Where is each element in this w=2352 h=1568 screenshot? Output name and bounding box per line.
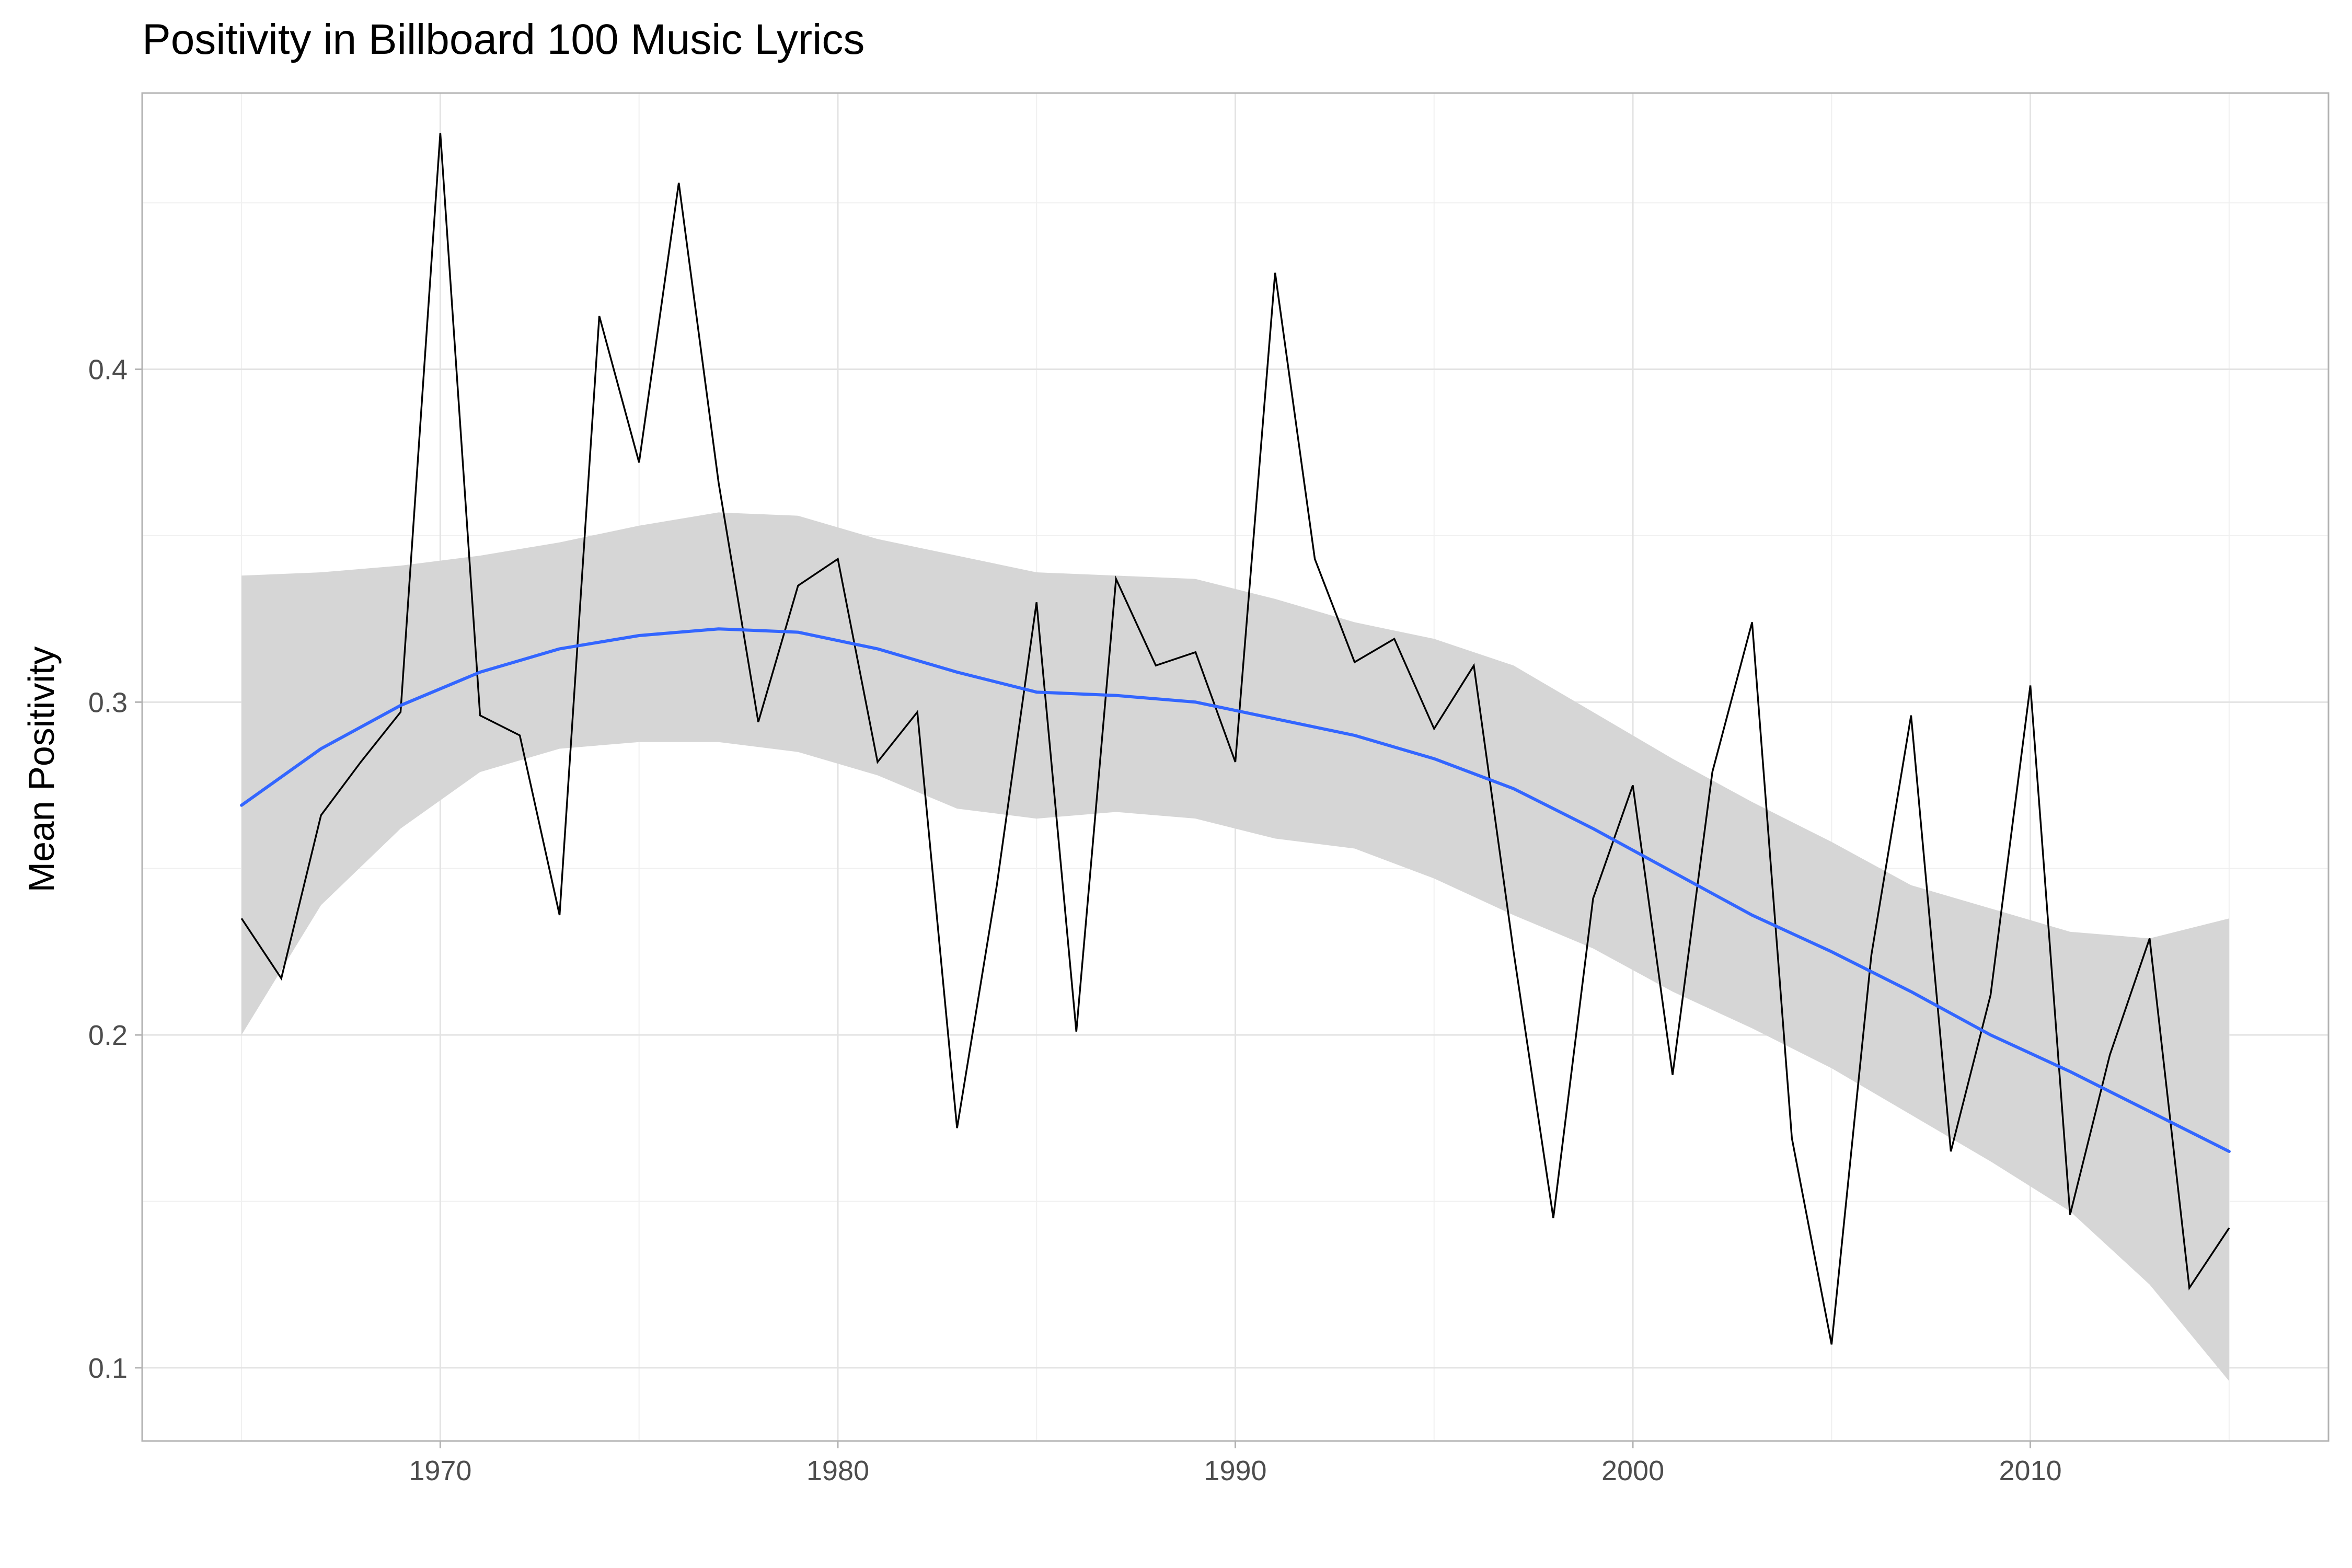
- y-tick-label: 0.3: [88, 687, 128, 718]
- x-tick-label: 1970: [409, 1455, 471, 1486]
- y-tick-label: 0.1: [88, 1353, 128, 1384]
- y-axis-label: Mean Positivity: [21, 647, 62, 893]
- chart-title: Positivity in Billboard 100 Music Lyrics: [142, 16, 864, 63]
- y-tick-label: 0.4: [88, 354, 128, 386]
- x-tick-label: 1990: [1204, 1455, 1266, 1486]
- smooth-trend-line: [240, 627, 2231, 1153]
- y-tick-label: 0.2: [88, 1020, 128, 1051]
- x-tick-label: 2000: [1601, 1455, 1664, 1486]
- positivity-line: [240, 133, 2230, 1345]
- x-tick-label: 2010: [1999, 1455, 2062, 1486]
- x-tick-label: 1980: [806, 1455, 869, 1486]
- plot-area: 1970 1980 1990 2000 2010 0.1 0.2 0.3 0.4: [88, 92, 2330, 1486]
- confidence-ribbon: [241, 512, 2229, 1381]
